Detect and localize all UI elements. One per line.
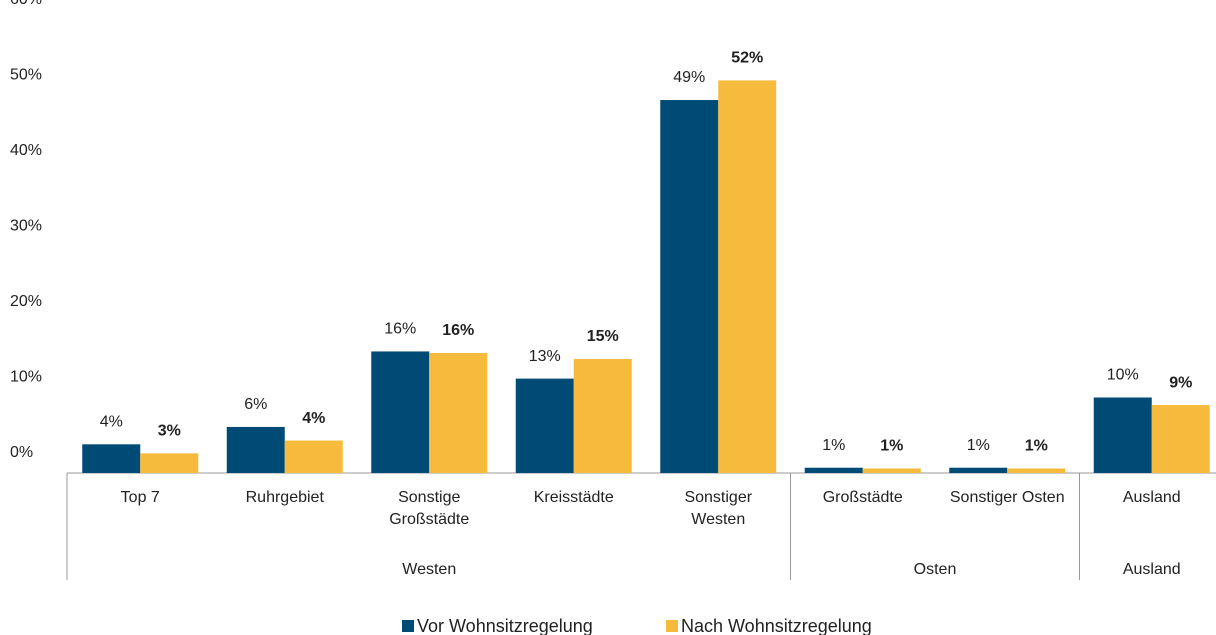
value-label: 1% xyxy=(880,438,903,455)
y-tick-label: 10% xyxy=(10,369,42,386)
x-tick-label: Sonstige Großstädte xyxy=(389,489,470,528)
value-label: 4% xyxy=(100,414,123,431)
value-label: 1% xyxy=(1025,438,1048,455)
bar xyxy=(660,100,719,473)
x-tick-label: Kreisstädte xyxy=(533,489,614,506)
bar xyxy=(429,352,488,473)
value-label: 52% xyxy=(731,50,763,67)
bar xyxy=(226,426,285,473)
value-label: 3% xyxy=(158,423,181,440)
y-tick-label: 40% xyxy=(10,142,42,159)
bar xyxy=(862,468,921,473)
group-label: Ausland xyxy=(1122,561,1181,578)
value-label: 15% xyxy=(587,328,619,345)
legend-swatch xyxy=(402,620,414,632)
value-label: 13% xyxy=(529,348,561,365)
x-tick-label: Großstädte xyxy=(822,489,903,506)
y-tick-label: 60% xyxy=(10,0,42,8)
value-label: 16% xyxy=(384,321,416,338)
bar xyxy=(718,80,777,474)
bar xyxy=(82,444,141,473)
value-label: 9% xyxy=(1169,374,1192,391)
bar xyxy=(140,453,199,473)
value-label: 6% xyxy=(244,396,267,413)
legend-label: Nach Wohnsitzregelung xyxy=(681,616,872,635)
x-tick-label: Top 7 xyxy=(120,489,160,506)
group-label: Osten xyxy=(913,561,957,578)
bar xyxy=(284,440,343,473)
legend-label: Vor Wohnsitzregelung xyxy=(417,616,593,635)
y-tick-label: 30% xyxy=(10,218,42,235)
group-label: Westen xyxy=(402,561,457,578)
value-label: 4% xyxy=(302,410,325,427)
value-label: 49% xyxy=(673,69,705,86)
x-tick-label: Sonstiger Westen xyxy=(684,489,753,528)
bar xyxy=(1151,405,1210,473)
x-tick-label: Ruhrgebiet xyxy=(245,489,324,506)
value-label: 1% xyxy=(822,437,845,454)
legend-swatch xyxy=(666,620,678,632)
x-tick-label: Ausland xyxy=(1122,489,1181,506)
value-label: 10% xyxy=(1107,367,1139,384)
bar xyxy=(515,378,574,473)
value-label: 16% xyxy=(442,322,474,339)
bar xyxy=(1007,468,1066,473)
bar xyxy=(949,467,1008,473)
value-label: 1% xyxy=(967,437,990,454)
bar xyxy=(573,358,632,473)
y-tick-label: 20% xyxy=(10,293,42,310)
bar xyxy=(804,467,863,473)
bar xyxy=(371,351,430,473)
x-tick-label: Sonstiger Osten xyxy=(949,489,1065,506)
y-tick-label: 0% xyxy=(10,444,33,461)
y-tick-label: 50% xyxy=(10,67,42,84)
bar xyxy=(1093,397,1152,473)
